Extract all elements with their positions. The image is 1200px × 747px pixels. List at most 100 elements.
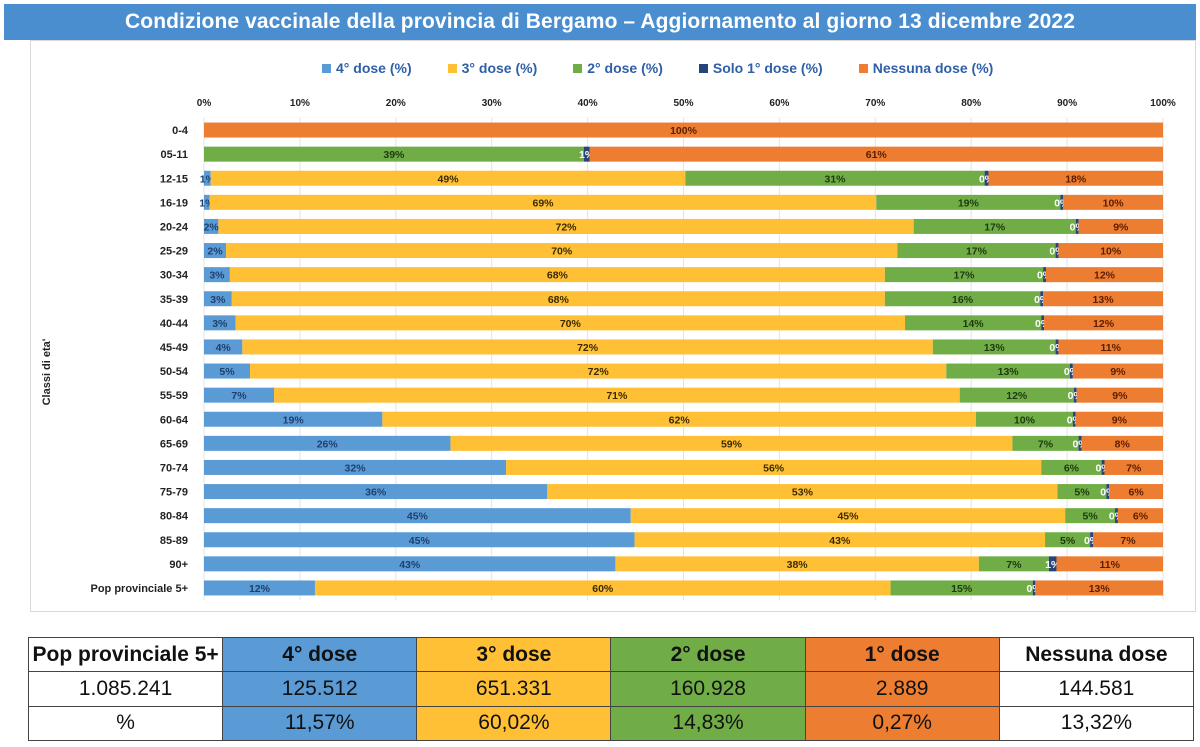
bar-segment [988,170,1163,186]
bar-segment [1063,194,1163,210]
data-label: 13% [984,342,1006,354]
bar-segment [1075,218,1079,234]
x-tick-label: 10% [290,98,310,109]
bar-segment [1078,218,1163,234]
data-label: 12% [1006,390,1028,402]
data-label: 3% [212,318,228,330]
data-label: 7% [1038,438,1054,450]
bar-segment [589,146,1163,162]
bar-segment [884,291,1041,307]
count-dose2: 160.928 [610,671,806,707]
data-label: 59% [721,438,743,450]
data-label: 45% [837,511,859,523]
category-label: 75-79 [160,487,188,499]
bar-segment [231,291,885,307]
bar-segment [634,532,1046,548]
bar-segment [1043,267,1047,283]
legend-swatch-dose3 [447,63,457,73]
x-tick-label: 0% [197,98,212,109]
bar-segment [204,435,451,451]
legend-item-dose4: 4° dose (%) [322,60,412,76]
x-tick-label: 30% [482,98,502,109]
bar-segment [1035,580,1164,596]
data-label: 12% [1093,318,1115,330]
data-label: 13% [1089,583,1111,595]
data-label: 18% [1065,173,1087,185]
data-label: 7% [1126,462,1142,474]
bar-segment [204,387,275,403]
bar-segment [1044,315,1163,331]
legend-label-dose3: 3° dose (%) [461,60,538,76]
bar-segment [1058,339,1163,355]
bar-segment [630,508,1066,524]
data-label: 12% [1094,270,1116,282]
data-label: 62% [669,414,691,426]
data-label: 13% [1093,294,1115,306]
bar-segment [1012,435,1079,451]
bar-segment [1046,267,1163,283]
legend-label-dose4: 4° dose (%) [336,60,412,76]
data-label: 17% [966,246,988,258]
chart-title: Condizione vaccinale della provincia di … [4,4,1196,40]
data-label: 49% [438,173,460,185]
category-label: 12-15 [160,173,188,185]
data-label: 12% [249,583,271,595]
bar-segment [204,411,383,427]
bar-segment [547,484,1058,500]
data-label: 11% [1101,342,1122,354]
summary-percent-row: % 11,57% 60,02% 14,83% 0,27% 13,32% [27,705,1195,742]
data-label: 7% [1120,535,1136,547]
data-label: 2% [204,221,220,233]
data-label: 70% [560,318,582,330]
bar-segment [204,363,251,379]
x-tick-label: 40% [578,98,598,109]
x-tick-label: 80% [961,98,981,109]
data-label: 38% [787,559,809,571]
header-none: Nessuna dose [998,636,1195,673]
bar-segment [204,459,507,475]
bar-segment [218,218,914,234]
data-label: 9% [1110,366,1126,378]
percent-dose4: 11,57% [222,705,418,742]
data-label: 5% [1060,535,1076,547]
data-label: 15% [951,583,973,595]
bar-segment [204,122,1163,138]
data-label: 45% [407,511,429,523]
percent-dose3: 60,02% [416,705,612,742]
bar-segment [1072,411,1076,427]
bar-segment [1058,243,1163,259]
legend-label-dose2: 2° dose (%) [587,60,663,76]
legend-swatch-dose2 [573,63,583,73]
bar-segment [1056,556,1163,572]
category-label: 80-84 [160,511,189,523]
data-label: 11% [1100,559,1121,571]
data-label: 14% [963,318,985,330]
data-label: 6% [1133,511,1149,523]
bar-segment [1065,508,1116,524]
category-label: 20-24 [160,221,189,233]
category-label: 0-4 [172,125,189,137]
bar-segment [204,508,631,524]
bar-segment [204,291,232,307]
data-label: 10% [1100,246,1122,258]
summary-header-row: Pop provinciale 5+ 4° dose 3° dose 2° do… [27,636,1195,673]
bar-segment [1069,363,1073,379]
data-label: 3% [210,294,226,306]
bar-segment [897,243,1056,259]
category-label: 35-39 [160,294,188,306]
stacked-bar-chart: 0% 10% 20% 30% 40% 50% 60% 70% 80% 90% 100% Classi … [41,98,1176,600]
data-label: 5% [219,366,235,378]
category-label: 45-49 [160,342,188,354]
data-label: 7% [1006,559,1022,571]
category-label: 16-19 [160,197,188,209]
bar-segment [204,146,584,162]
bar-segment [204,170,211,186]
category-label: 60-64 [160,414,189,426]
legend-swatch-none [858,63,868,73]
bar-segment [884,267,1044,283]
data-label: 68% [547,270,569,282]
bar-segment [583,146,590,162]
header-dose1: 1° dose [804,636,1000,673]
bar-segment [905,315,1042,331]
data-label: 17% [953,270,975,282]
